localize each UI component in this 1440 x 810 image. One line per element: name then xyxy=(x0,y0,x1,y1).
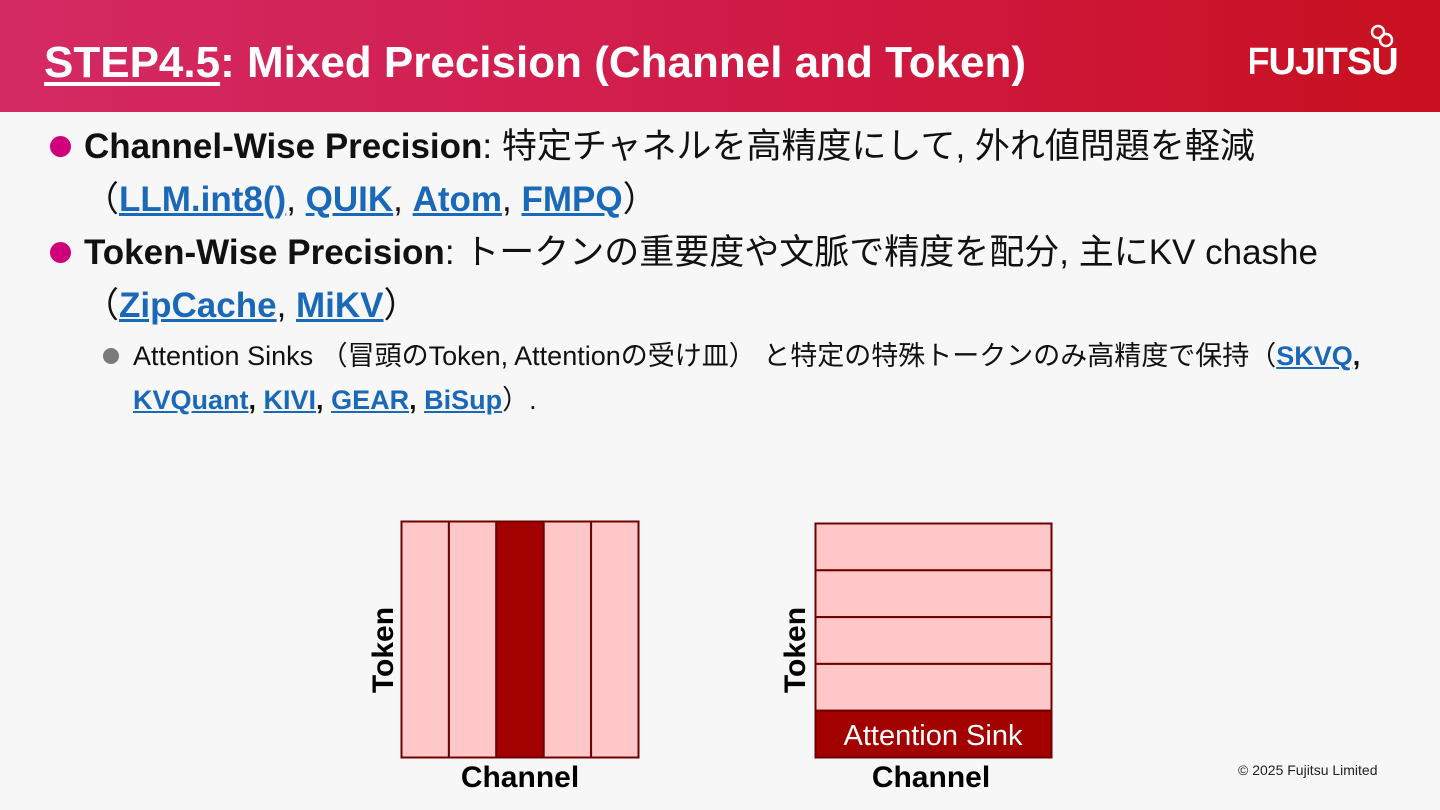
bullet-text: , xyxy=(286,180,306,219)
token-row xyxy=(814,522,1053,572)
reference-link[interactable]: FMPQ xyxy=(521,180,623,219)
bullet-text: Token-Wise Precision xyxy=(84,233,445,272)
reference-link[interactable]: GEAR xyxy=(331,385,410,415)
bullet-text: : トークンの重要度や文脈で精度を配分, 主にKV chashe（ xyxy=(84,233,1318,325)
reference-link[interactable]: SKVQ xyxy=(1276,341,1353,371)
highlight-label: Attention Sink xyxy=(844,720,1023,752)
axis-label: Channel xyxy=(872,761,990,794)
bullet-text: , xyxy=(248,385,264,415)
bullet-text: Attention Sinks （冒頭のToken, Attentionの受け皿… xyxy=(133,341,1277,371)
bullet-list: Channel-Wise Precision: 特定チャネルを高精度にして, 外… xyxy=(0,120,1440,422)
token-row xyxy=(814,662,1053,712)
bullet: Token-Wise Precision: トークンの重要度や文脈で精度を配分,… xyxy=(50,226,1404,332)
channel-column xyxy=(447,520,498,759)
axis-label: Token xyxy=(779,607,812,693)
title-text: STEP4.5 xyxy=(44,38,221,87)
reference-link[interactable]: QUIK xyxy=(305,180,394,219)
reference-link[interactable]: KVQuant xyxy=(133,385,249,415)
logo: FUJITSU xyxy=(1250,24,1399,83)
token-row xyxy=(814,616,1053,665)
channel-grid xyxy=(400,520,640,759)
bullet-text: , xyxy=(316,385,332,415)
axis-label: Channel xyxy=(461,761,579,794)
channel-column xyxy=(542,520,593,759)
token-row xyxy=(814,569,1053,619)
reference-link[interactable]: ZipCache xyxy=(119,286,277,325)
slide-title: STEP4.5: Mixed Precision (Channel and To… xyxy=(44,38,1026,88)
bullet-text: , xyxy=(409,385,425,415)
token-grid xyxy=(814,522,1053,759)
bullet-text: Channel-Wise Precision xyxy=(84,127,483,166)
token-row-highlight xyxy=(814,709,1053,759)
title-text: : Mixed Precision (Channel and Token) xyxy=(220,38,1027,87)
channel-column xyxy=(400,520,450,759)
bullet-text: , xyxy=(502,180,522,219)
channel-column-highlight xyxy=(495,520,545,759)
sub-bullet: Attention Sinks （冒頭のToken, Attentionの受け皿… xyxy=(103,334,1393,422)
channel-column xyxy=(590,520,640,759)
header-bar: STEP4.5: Mixed Precision (Channel and To… xyxy=(0,0,1440,112)
axis-label: Token xyxy=(367,607,400,693)
reference-link[interactable]: LLM.int8() xyxy=(119,180,287,219)
logo-mark xyxy=(1370,24,1386,40)
reference-link[interactable]: BiSup xyxy=(424,385,503,415)
logo-text: FUJITSU xyxy=(1250,41,1398,83)
copyright: © 2025 Fujitsu Limited xyxy=(1238,762,1378,778)
bullet: Channel-Wise Precision: 特定チャネルを高精度にして, 外… xyxy=(50,120,1404,226)
reference-link[interactable]: Atom xyxy=(412,180,503,219)
reference-link[interactable]: KIVI xyxy=(263,385,317,415)
logo-mark xyxy=(1378,32,1394,48)
bullet-text: : 特定チャネルを高精度にして, 外れ値問題を軽減（ xyxy=(84,127,1255,219)
bullet-text: ）. xyxy=(502,385,537,415)
bullet-text: ） xyxy=(622,180,658,219)
bullet-text: , xyxy=(393,180,413,219)
bullet-text: , xyxy=(276,286,297,325)
bullet-text: ） xyxy=(383,286,419,325)
reference-link[interactable]: MiKV xyxy=(296,286,384,325)
bullet-text: , xyxy=(1352,341,1361,371)
